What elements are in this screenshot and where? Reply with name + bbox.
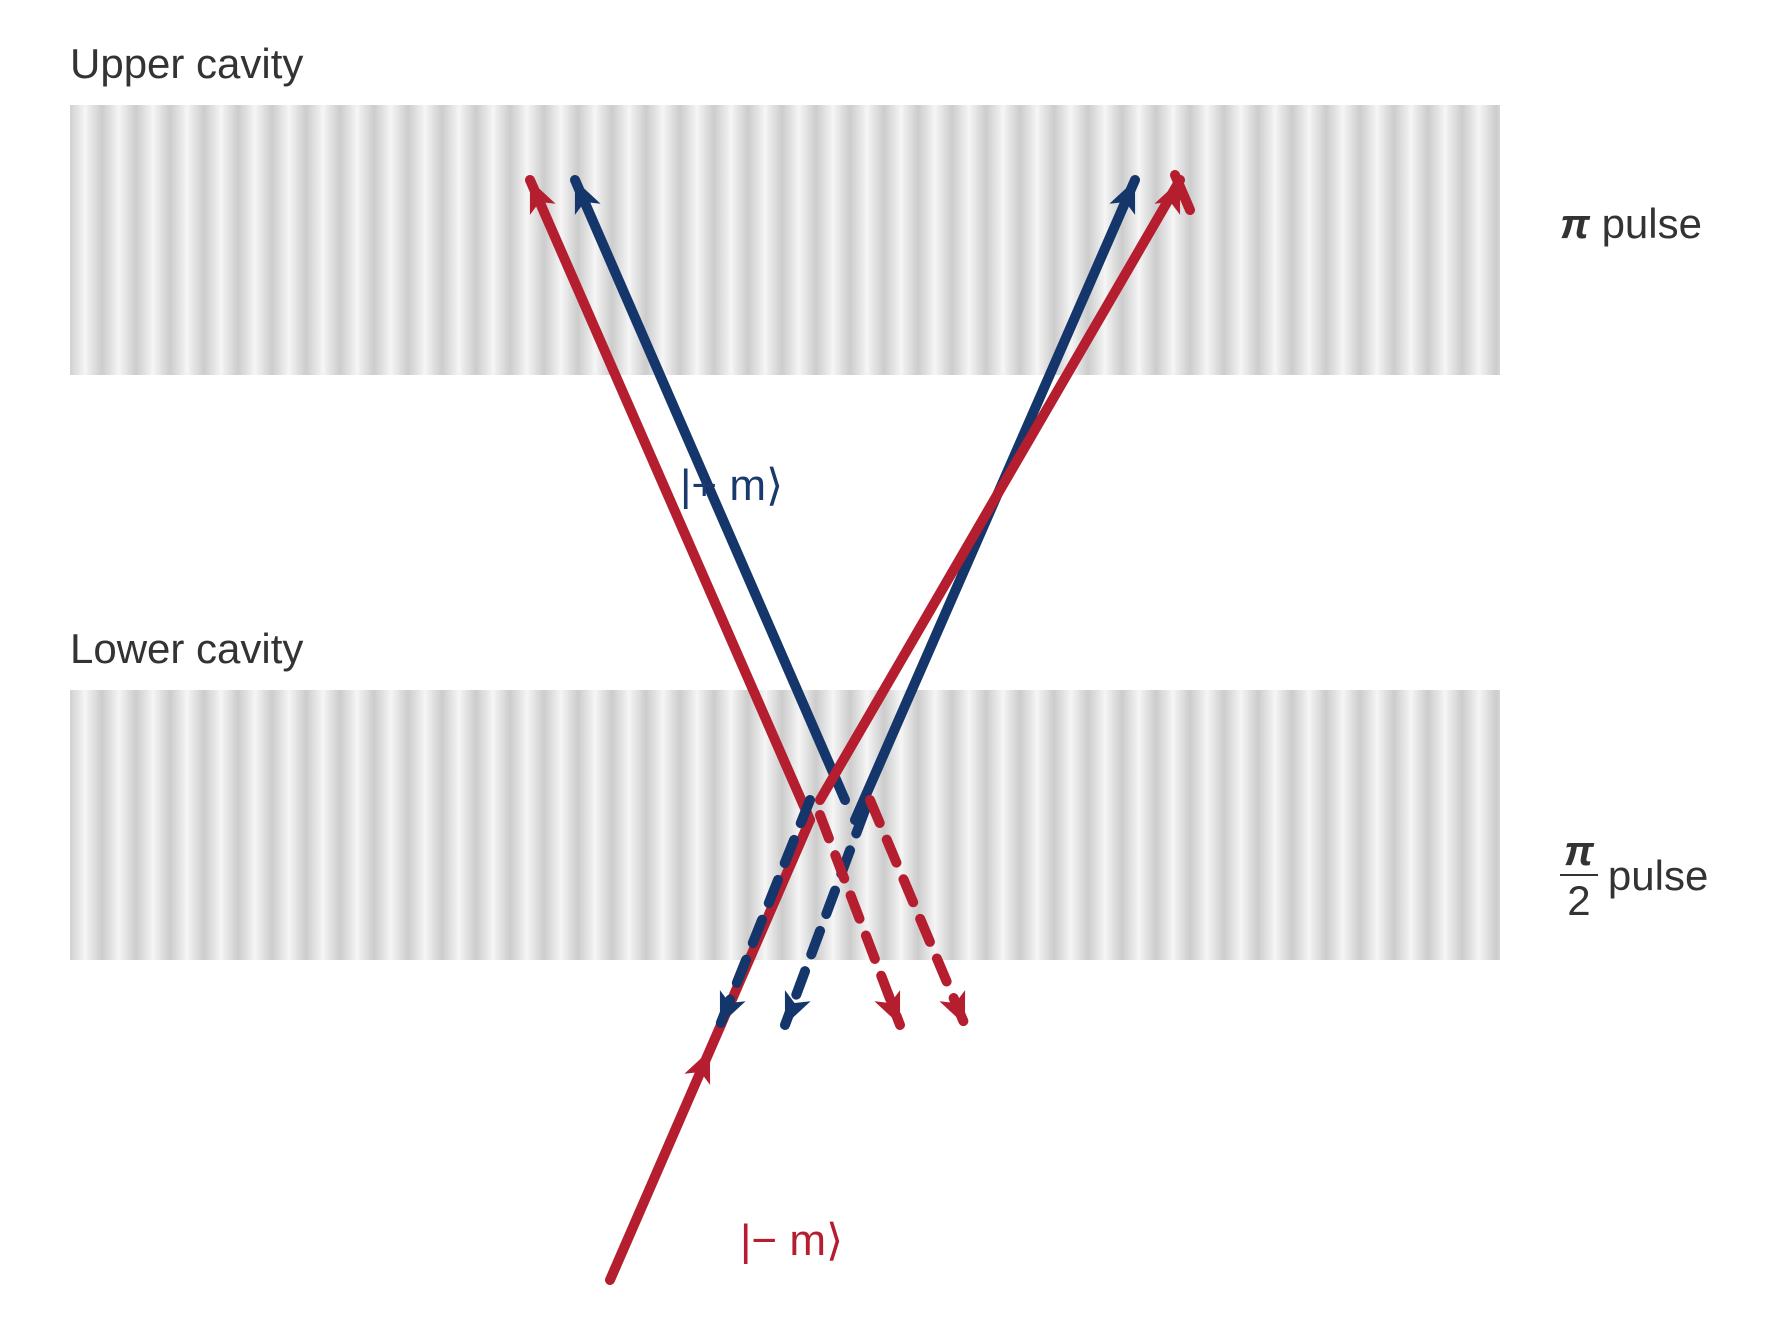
pi-half-numerator: π — [1560, 830, 1598, 876]
pi-half-pulse-text: pulse — [1608, 852, 1708, 900]
pi-half-denominator: 2 — [1567, 876, 1590, 922]
pi-symbol: π — [1560, 200, 1590, 247]
pi-half-pulse-label: π 2 pulse — [1560, 830, 1708, 922]
pi-pulse-label: π pulse — [1560, 200, 1702, 248]
fraction: π 2 — [1560, 830, 1598, 922]
lower-cavity-label: Lower cavity — [70, 625, 303, 673]
upper-cavity — [70, 105, 1500, 375]
state-plus-label: |+ m⟩ — [680, 460, 783, 511]
upper-cavity-label: Upper cavity — [70, 40, 303, 88]
lower-cavity — [70, 690, 1500, 960]
state-minus-label: |− m⟩ — [740, 1215, 843, 1266]
pi-pulse-text: pulse — [1590, 200, 1702, 247]
